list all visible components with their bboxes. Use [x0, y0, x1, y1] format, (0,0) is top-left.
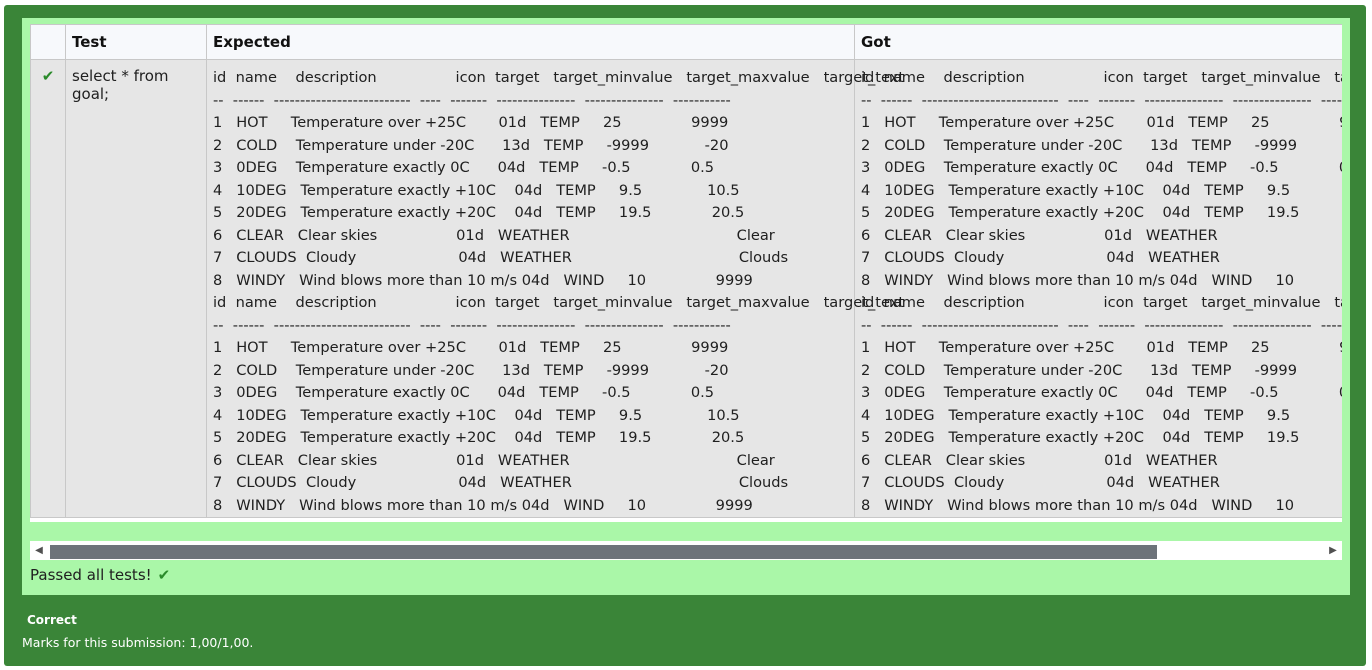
status-cell: ✔ — [30, 59, 66, 518]
expected-output: id name description icon target target_m… — [213, 69, 904, 514]
question-outcome-panel: Test Expected Got ✔ select * from goal; — [4, 5, 1366, 666]
table-header-row: Test Expected Got — [30, 24, 1342, 60]
marks-text: Marks for this submission: 1,00/1,00. — [22, 635, 254, 650]
scroll-right-icon[interactable]: ▶ — [1329, 545, 1337, 556]
scroll-left-icon[interactable]: ◀ — [35, 545, 43, 556]
test-cell: select * from goal; — [65, 59, 207, 518]
result-text: Passed all tests! — [30, 566, 152, 584]
test-results-table-wrapper: Test Expected Got ✔ select * from goal; — [30, 24, 1342, 522]
got-cell: id name description icon target target_m… — [854, 59, 1342, 518]
result-message: Passed all tests! ✔ — [30, 565, 170, 585]
header-test: Test — [65, 24, 207, 60]
table-row: ✔ select * from goal; id name descriptio… — [30, 59, 1342, 518]
horizontal-scrollbar[interactable]: ◀ ▶ — [30, 541, 1342, 560]
test-results-table: Test Expected Got ✔ select * from goal; — [30, 24, 1342, 518]
check-icon: ✔ — [41, 67, 55, 85]
grade-label: Correct — [27, 613, 77, 627]
header-expected: Expected — [206, 24, 855, 60]
got-output: id name description icon target target_m… — [861, 69, 1342, 514]
check-icon: ✔ — [157, 566, 171, 584]
test-query: select * from goal; — [72, 67, 169, 103]
header-got: Got — [854, 24, 1342, 60]
scrollbar-thumb[interactable] — [50, 545, 1157, 559]
header-status — [30, 24, 66, 60]
expected-cell: id name description icon target target_m… — [206, 59, 904, 518]
test-results-area: Test Expected Got ✔ select * from goal; — [22, 18, 1350, 595]
